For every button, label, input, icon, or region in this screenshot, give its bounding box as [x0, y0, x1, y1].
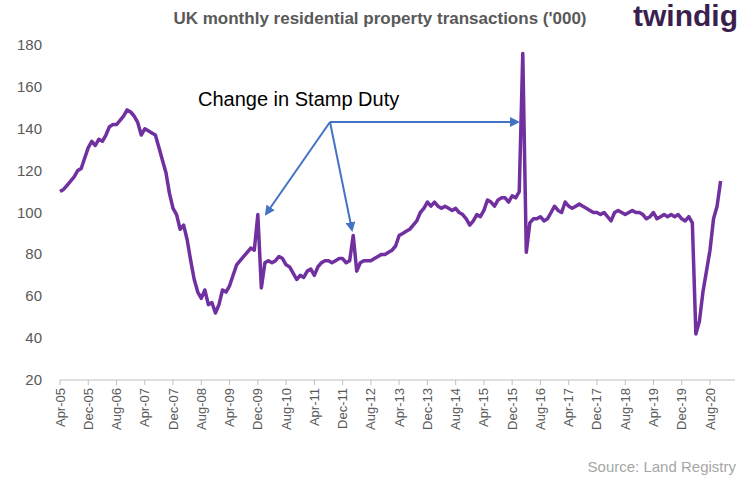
x-tick — [483, 380, 484, 385]
y-tick-label: 120 — [17, 162, 42, 179]
x-tick-label: Dec-19 — [674, 388, 689, 430]
y-tick-label: 80 — [25, 245, 42, 262]
x-tick-label: Dec-15 — [505, 388, 520, 430]
x-tick — [681, 380, 682, 385]
x-tick-label: Apr-15 — [476, 388, 491, 427]
x-tick-label: Aug-12 — [363, 388, 378, 430]
x-tick-label: Apr-17 — [561, 388, 576, 427]
source: Source: Land Registry — [588, 458, 737, 475]
x-tick — [455, 380, 456, 385]
x-tick-label: Dec-17 — [589, 388, 604, 430]
x-tick-label: Apr-09 — [222, 388, 237, 427]
annotation-arrow — [266, 122, 330, 214]
x-tick — [710, 380, 711, 385]
x-tick — [399, 380, 400, 385]
y-tick-label: 160 — [17, 78, 42, 95]
x-tick — [512, 380, 513, 385]
x-tick-label: Apr-07 — [137, 388, 152, 427]
x-tick — [342, 380, 343, 385]
x-tick-label: Apr-05 — [53, 388, 68, 427]
logo: twindig — [633, 0, 738, 32]
annotation-arrow — [330, 121, 518, 123]
x-tick-label: Dec-13 — [420, 388, 435, 430]
x-tick — [568, 380, 569, 385]
x-axis — [60, 380, 735, 381]
x-tick — [201, 380, 202, 385]
x-tick — [229, 380, 230, 385]
x-tick-label: Dec-07 — [166, 388, 181, 430]
x-tick-label: Aug-10 — [279, 388, 294, 430]
x-tick — [314, 380, 315, 385]
x-tick — [144, 380, 145, 385]
x-tick — [625, 380, 626, 385]
x-tick-label: Dec-11 — [335, 388, 350, 429]
y-tick-label: 140 — [17, 120, 42, 137]
x-tick-label: Apr-19 — [646, 388, 661, 427]
x-tick-label: Aug-20 — [703, 388, 718, 430]
y-tick-label: 60 — [25, 287, 42, 304]
x-tick — [116, 380, 117, 385]
y-tick-label: 180 — [17, 36, 42, 53]
y-tick-label: 20 — [25, 371, 42, 388]
x-tick — [370, 380, 371, 385]
x-tick — [257, 380, 258, 385]
x-tick — [427, 380, 428, 385]
x-tick — [60, 380, 61, 385]
x-tick — [540, 380, 541, 385]
y-tick-label: 100 — [17, 204, 42, 221]
x-tick-label: Aug-14 — [448, 388, 463, 430]
x-tick-label: Dec-05 — [81, 388, 96, 430]
x-tick-label: Aug-16 — [533, 388, 548, 430]
annotation: Change in Stamp Duty — [198, 88, 399, 110]
x-tick — [653, 380, 654, 385]
x-tick-label: Aug-08 — [194, 388, 209, 430]
x-tick-label: Apr-11 — [307, 388, 322, 426]
y-tick-label: 40 — [25, 329, 42, 346]
x-tick-label: Apr-13 — [392, 388, 407, 427]
data-line — [60, 53, 721, 334]
title: UK monthly residential property transact… — [173, 9, 586, 28]
x-tick — [88, 380, 89, 385]
x-tick — [286, 380, 287, 385]
x-tick — [173, 380, 174, 385]
annotation-arrow — [330, 122, 352, 230]
plot-area — [60, 53, 721, 334]
x-tick — [596, 380, 597, 385]
chart: UK monthly residential property transact… — [0, 0, 750, 485]
x-tick-label: Aug-06 — [109, 388, 124, 430]
x-tick-label: Aug-18 — [618, 388, 633, 430]
x-tick-label: Dec-09 — [250, 388, 265, 430]
